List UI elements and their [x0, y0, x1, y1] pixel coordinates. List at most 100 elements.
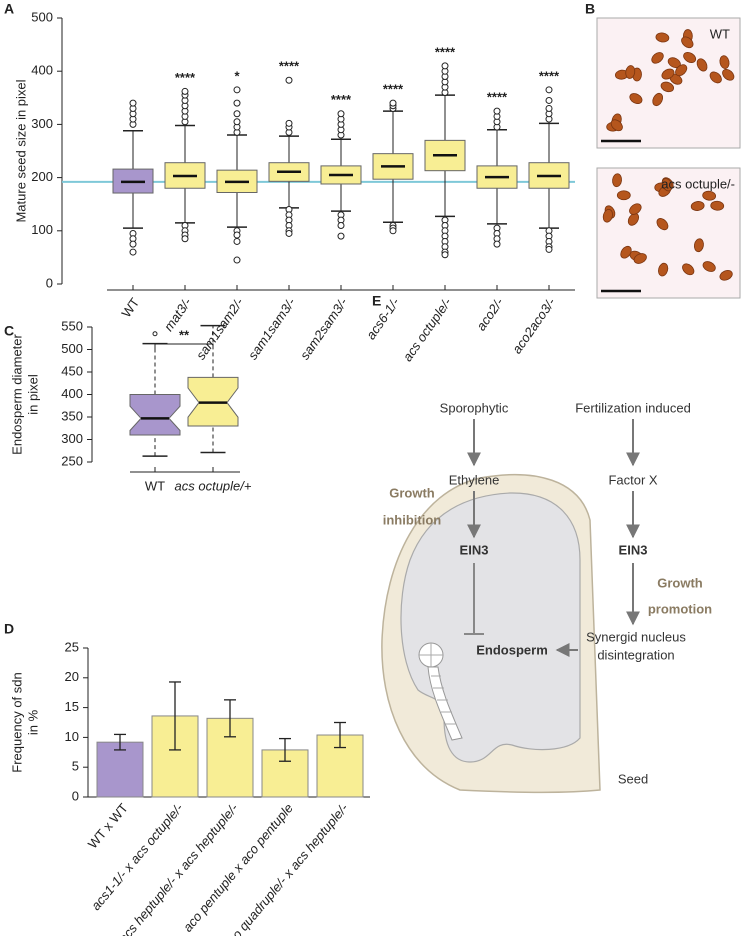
seed — [629, 93, 643, 104]
y-tick-label: 15 — [65, 699, 79, 714]
photo-label: WT — [710, 26, 730, 41]
embryo-detail — [419, 643, 443, 667]
outlier — [545, 245, 553, 253]
outlier — [337, 232, 345, 240]
outlier — [389, 99, 397, 107]
seed — [627, 212, 640, 226]
outlier — [233, 110, 241, 118]
x-tick-label: sam1sam2/- — [193, 295, 247, 363]
significance-label: **** — [487, 90, 508, 105]
effect-label: inhibition — [383, 512, 442, 527]
y-tick-label: 400 — [61, 386, 83, 401]
significance-label: **** — [279, 59, 300, 74]
outlier — [389, 227, 397, 235]
significance-label: **** — [539, 68, 560, 83]
chart: 0 100 200 300 400 500 Mature seed size in pixe… — [13, 9, 575, 364]
effect-label: Growth — [389, 485, 435, 500]
seed — [675, 64, 688, 77]
outlier — [285, 76, 293, 84]
seed — [610, 119, 623, 132]
y-tick-label: 200 — [31, 169, 53, 184]
outlier — [441, 251, 449, 259]
x-tick-label: acs octuple/+ — [175, 478, 252, 493]
seed — [620, 245, 632, 259]
seed — [719, 269, 733, 281]
suspensor-cells — [431, 675, 456, 725]
outlier — [129, 240, 137, 248]
y-tick-label: 20 — [65, 669, 79, 684]
x-tick-label: aco pentuple x aco pentuple — [180, 800, 296, 934]
outlier — [285, 119, 293, 127]
node-label: EIN3 — [460, 542, 489, 557]
seed — [602, 208, 613, 223]
outlier — [545, 104, 553, 112]
y-axis-label: in % — [25, 709, 40, 735]
y-axis-label: Mature seed size in pixel — [13, 79, 28, 222]
effect-label: Growth — [657, 575, 703, 590]
chart: 250 300 350 400 450 500 550 Endosperm diameter i… — [9, 318, 251, 493]
seed — [710, 200, 725, 211]
seed — [683, 51, 697, 63]
outlier — [337, 221, 345, 229]
seed — [660, 81, 675, 93]
outlier — [181, 235, 189, 243]
seed — [696, 58, 708, 72]
suspensor — [427, 666, 463, 741]
panel-label: D — [4, 621, 14, 637]
panel-label: E — [372, 293, 381, 309]
significance-label: **** — [383, 82, 404, 97]
box — [424, 139, 466, 172]
node-label: Sporophytic — [440, 400, 509, 415]
seed — [702, 190, 717, 201]
node-label: Factor X — [608, 472, 657, 487]
panel-label: C — [4, 323, 14, 339]
diagram: Sporophytic Fertilization induced Ethyle… — [381, 400, 712, 794]
seed — [655, 32, 670, 43]
outlier — [493, 240, 501, 248]
y-tick-label: 500 — [61, 341, 83, 356]
y-tick-label: 450 — [61, 363, 83, 378]
outlier — [129, 248, 137, 256]
seed — [651, 52, 664, 64]
x-tick-label: sam1sam3/- — [245, 295, 299, 363]
node-label: Ethylene — [449, 472, 500, 487]
y-tick-label: 250 — [61, 453, 83, 468]
x-tick-label: acs6-1/- — [363, 295, 403, 343]
seed — [612, 173, 622, 188]
outlier — [493, 107, 501, 115]
seed — [616, 190, 631, 201]
y-tick-label: 0 — [72, 788, 79, 803]
box — [372, 153, 414, 180]
seed — [625, 65, 636, 79]
outlier — [233, 86, 241, 94]
y-tick-label: 400 — [31, 63, 53, 78]
seed — [690, 201, 705, 211]
significance-label: **** — [175, 70, 196, 85]
x-tick-label: acs1-1/- x acs octuple/- — [88, 800, 186, 913]
seed — [719, 55, 730, 69]
y-tick-label: 550 — [61, 318, 83, 333]
significance-bracket — [154, 343, 214, 349]
x-tick-label: mat3/- — [161, 295, 195, 334]
box — [164, 162, 206, 189]
seed — [702, 261, 716, 272]
significance-label: ** — [179, 327, 190, 342]
seed — [709, 71, 722, 84]
node-label: disintegration — [597, 647, 674, 662]
seed — [652, 92, 664, 107]
y-axis-label: in pixel — [25, 374, 40, 415]
seed — [633, 253, 647, 264]
node-label: EIN3 — [619, 542, 648, 557]
significance-label: **** — [331, 92, 352, 107]
y-tick-label: 300 — [61, 431, 83, 446]
node-label: Seed — [618, 771, 648, 786]
seed — [681, 36, 694, 49]
seed — [656, 218, 669, 231]
outlier — [152, 331, 158, 337]
seed — [661, 68, 675, 80]
photo-label: acs octuple/- — [661, 176, 735, 191]
y-tick-label: 500 — [31, 9, 53, 24]
y-tick-label: 25 — [65, 639, 79, 654]
x-tick-label: aco2aco3/- — [509, 295, 559, 357]
